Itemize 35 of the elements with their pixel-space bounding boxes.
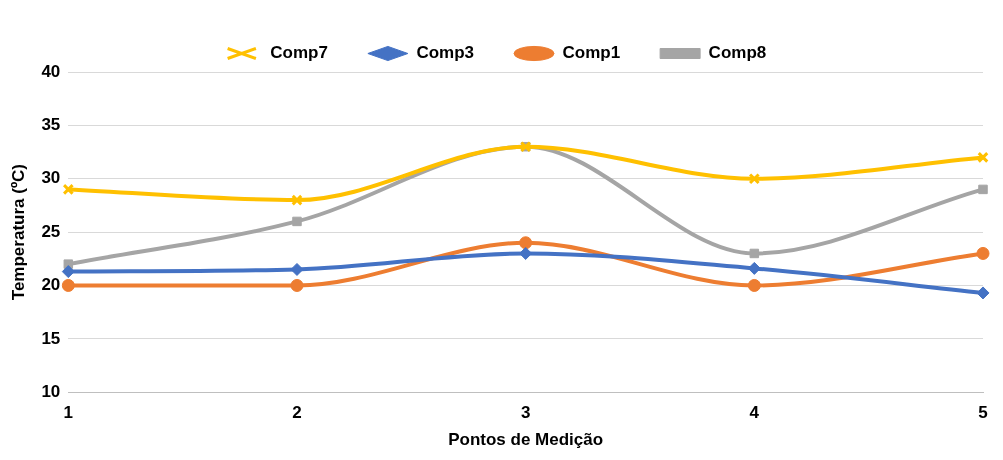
point bbox=[977, 151, 989, 164]
point bbox=[976, 286, 990, 300]
legend-label: Comp7 bbox=[270, 43, 328, 63]
point bbox=[978, 184, 988, 195]
point bbox=[62, 183, 75, 196]
point bbox=[61, 265, 75, 279]
point bbox=[291, 194, 303, 206]
point bbox=[748, 172, 761, 185]
legend-label: Comp1 bbox=[562, 43, 621, 63]
point bbox=[519, 246, 533, 260]
point bbox=[747, 278, 761, 292]
x-tick-label: 2 bbox=[292, 403, 302, 423]
point bbox=[519, 236, 533, 250]
x-axis-title: Pontos de Medição bbox=[448, 430, 604, 450]
y-tick-label: 35 bbox=[41, 115, 61, 135]
y-tick-label: 20 bbox=[41, 275, 61, 295]
y-tick-label: 30 bbox=[41, 168, 61, 188]
y-tick-label: 25 bbox=[41, 221, 61, 241]
point bbox=[292, 216, 302, 227]
y-axis-title: Temperatura (ºC) bbox=[8, 163, 28, 301]
y-tick-label: 40 bbox=[41, 61, 61, 81]
x-tick-label: 5 bbox=[978, 403, 988, 423]
point bbox=[976, 246, 990, 260]
y-tick-label: 15 bbox=[41, 328, 61, 348]
point bbox=[747, 261, 761, 275]
x-tick-label: 3 bbox=[520, 403, 531, 423]
point bbox=[749, 248, 760, 259]
x-tick-label: 4 bbox=[749, 403, 760, 423]
legend-label: Comp8 bbox=[708, 43, 767, 63]
point bbox=[290, 262, 304, 276]
y-tick-label: 10 bbox=[41, 381, 61, 401]
x-tick-label: 1 bbox=[63, 403, 74, 423]
legend-label: Comp3 bbox=[416, 43, 475, 63]
point bbox=[290, 278, 304, 292]
point bbox=[61, 278, 75, 292]
